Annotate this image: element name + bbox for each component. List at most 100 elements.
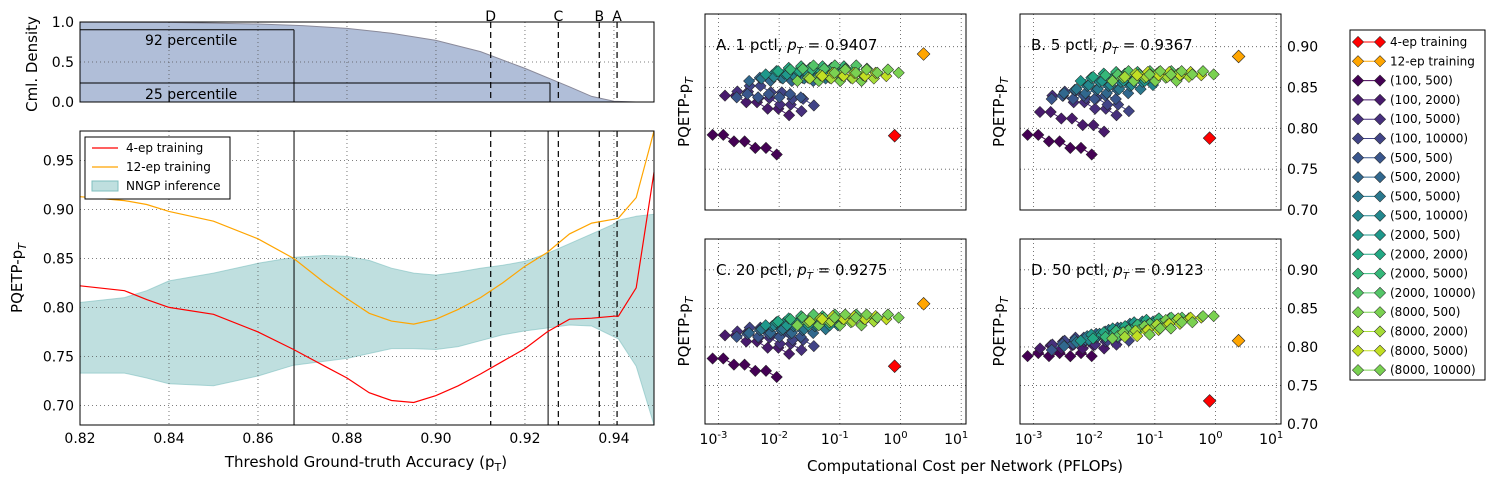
- scatter-point-B-1-6: [1098, 125, 1111, 138]
- scatter-point-B-4-0: [1045, 92, 1058, 105]
- scatter-training-A-0: [887, 128, 902, 143]
- right-legend-marker-15-1: [1373, 325, 1387, 338]
- scatter-point-B-6-0: [1070, 83, 1083, 96]
- scatter-point-A-11-1: [807, 59, 820, 72]
- scatter-point-B-5-0: [1058, 87, 1071, 100]
- right-legend-label-2: (100, 500): [1390, 74, 1453, 88]
- scatter-training-A-1: [916, 47, 931, 61]
- scatter-point-C-2-4: [774, 337, 787, 350]
- right-legend-label-13: (2000, 10000): [1390, 286, 1476, 300]
- scatter-point-B-0-2: [1042, 135, 1055, 148]
- scatter-point-A-1-2: [740, 96, 753, 109]
- scatter-point-A-15-4: [871, 66, 884, 79]
- scatter-point-D-1-0: [1033, 342, 1047, 355]
- scatter-training-D-0: [1202, 394, 1217, 408]
- right-legend-marker-9-0: [1351, 209, 1365, 222]
- right-legend-label-12: (2000, 5000): [1390, 267, 1468, 281]
- cdf-ytick-1: 1.0: [52, 15, 74, 31]
- cdf-ylabel: Cml. Density: [23, 16, 41, 112]
- scatter-ytick-D4: 0.70: [1287, 417, 1318, 433]
- scatter-point-A-14-0: [816, 70, 829, 83]
- scatter-point-B-9-0: [1087, 70, 1100, 83]
- scatter-point-A-4-1: [741, 88, 754, 101]
- right-legend: 4-ep training 12-ep training (100, 500) (10…: [1349, 29, 1486, 381]
- series-4ep-line: [79, 172, 655, 404]
- scatter-point-A-15-5: [881, 63, 894, 76]
- scatter-xtick-C3: 100: [883, 430, 907, 448]
- scatter-point-D-15-1: [1154, 322, 1167, 335]
- scatter-point-B-2-6: [1110, 109, 1123, 122]
- main-xtick-5: 0.92: [509, 431, 540, 447]
- scatter-point-B-15-6: [1207, 68, 1220, 81]
- scatter-point-D-14-0: [1131, 330, 1144, 343]
- right-legend-marker-7-1: [1373, 171, 1387, 184]
- scatter-panel-A: A. 1 pctl, pT = 0.9407 PQETP-pT: [675, 13, 967, 211]
- right-legend-marker-12-1: [1373, 267, 1387, 280]
- scatter-point-A-1-0: [718, 89, 732, 102]
- scatter-ytick-D2: 0.80: [1287, 340, 1318, 356]
- scatter-point-B-15-3: [1175, 65, 1188, 78]
- p25-label: 25 percentile: [145, 87, 237, 103]
- scatter-point-D-13-0: [1118, 330, 1131, 343]
- scatter-point-B-3-6: [1122, 105, 1135, 118]
- right-legend-label-9: (500, 10000): [1390, 209, 1468, 223]
- scatter-point-D-0-0: [1021, 350, 1034, 363]
- scatter-point-A-15-1: [839, 63, 852, 76]
- right-legend-marker-7-0: [1351, 171, 1365, 184]
- main-xtick-3: 0.88: [331, 431, 362, 447]
- scatter-point-C-8-0: [759, 319, 772, 332]
- main-ylabel: PQETP-pT: [8, 242, 29, 313]
- scatter-point-C-15-0: [828, 311, 841, 324]
- scatter-point-B-15-5: [1197, 65, 1210, 78]
- right-legend-marker-0-1: [1373, 35, 1387, 49]
- scatter-point-B-4-6: [1109, 92, 1122, 105]
- scatter-point-C-0-0: [706, 352, 719, 365]
- scatter-point-B-15-4: [1186, 68, 1199, 81]
- cdf-marker-label-C: C: [553, 9, 563, 25]
- main-vlines: [293, 131, 618, 425]
- scatter-title-C: C. 20 pctl, pT = 0.9275: [716, 261, 887, 282]
- scatter-point-B-1-4: [1076, 119, 1089, 132]
- right-legend-label-1: 12-ep training: [1390, 54, 1475, 68]
- right-legend-label-15: (8000, 2000): [1390, 325, 1468, 339]
- scatter-point-B-8-0: [1074, 74, 1087, 87]
- scatter-point-B-15-0: [1143, 68, 1156, 81]
- right-legend-label-4: (100, 5000): [1390, 112, 1460, 126]
- scatter-ytick-D3: 0.75: [1287, 378, 1318, 394]
- scatter-point-D-15-0: [1143, 328, 1156, 341]
- scatter-point-B-1-3: [1065, 112, 1079, 125]
- scatter-point-C-4-0: [730, 330, 743, 343]
- scatter-point-C-10-0: [784, 313, 797, 326]
- scatter-point-A-8-0: [759, 68, 772, 81]
- scatter-title-B: B. 5 pctl, pT = 0.9367: [1031, 36, 1193, 57]
- right-legend-marker-14-1: [1373, 306, 1387, 319]
- scatter-point-D-0-4: [1064, 350, 1077, 363]
- legend-12ep-label: 12-ep training: [126, 160, 211, 174]
- scatter-point-C-0-4: [749, 364, 762, 377]
- right-legend-marker-17-0: [1351, 364, 1365, 377]
- scatter-point-C-1-0: [718, 329, 732, 342]
- p92-label: 92 percentile: [145, 33, 237, 49]
- scatter-point-A-4-4: [773, 91, 786, 104]
- scatter-xtick-D4: 101: [1259, 430, 1283, 448]
- scatter-point-D-8-0: [1074, 334, 1087, 347]
- scatter-point-C-9-0: [772, 315, 785, 328]
- scatter-point-B-4-4: [1088, 92, 1101, 105]
- right-legend-label-16: (8000, 5000): [1390, 344, 1468, 358]
- scatter-ytick-B2: 0.80: [1287, 121, 1318, 137]
- scatter-ytick-D0: 0.90: [1287, 263, 1318, 279]
- scatter-point-D-5-0: [1058, 340, 1071, 353]
- right-legend-label-10: (2000, 500): [1390, 228, 1460, 242]
- scatter-point-A-1-6: [783, 109, 796, 122]
- scatter-point-C-0-2: [727, 358, 740, 371]
- legend-nngp-label: NNGP inference: [126, 179, 221, 193]
- scatter-point-C-2-6: [795, 343, 808, 356]
- right-legend-marker-8-1: [1373, 190, 1387, 203]
- right-legend-box: [1349, 29, 1486, 381]
- right-legend-label-8: (500, 5000): [1390, 189, 1460, 203]
- scatter-point-B-14-0: [1131, 69, 1144, 82]
- scatter-point-D-15-5: [1197, 310, 1210, 323]
- scatter-point-D-15-2: [1164, 322, 1177, 335]
